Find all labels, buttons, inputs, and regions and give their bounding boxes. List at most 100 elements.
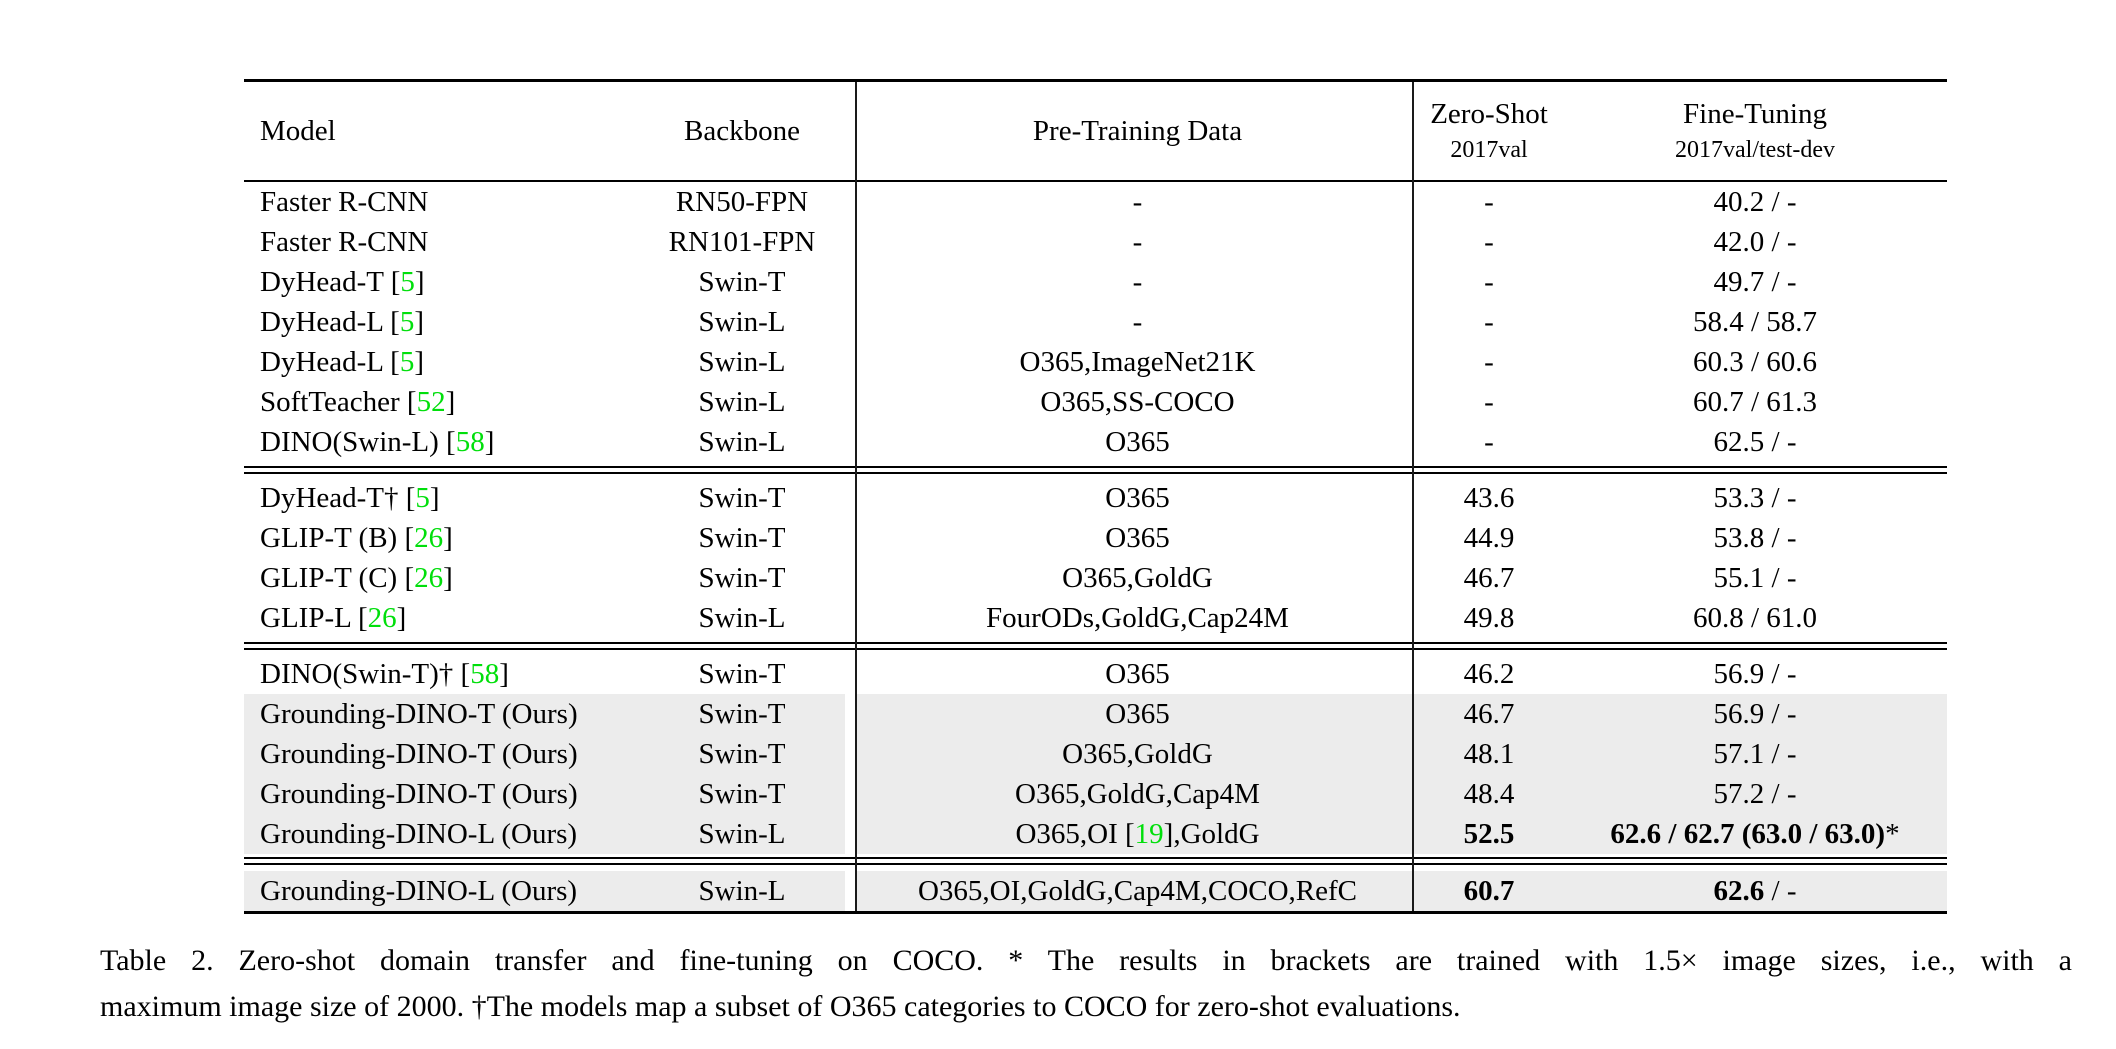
table-row: Faster R-CNN RN50-FPN - - 40.2 / -: [244, 182, 1947, 222]
pretrain-cell: O365: [860, 694, 1415, 734]
zeroshot-cell: -: [1484, 186, 1494, 218]
table-row: Faster R-CNN RN101-FPN - - 42.0 / -: [244, 222, 1947, 262]
table-section: Faster R-CNN RN50-FPN - - 40.2 / - Faster R-C…: [244, 182, 1947, 462]
table-body: Faster R-CNN RN50-FPN - - 40.2 / - Faster R-C…: [244, 182, 1947, 911]
table-row: Grounding-DINO-T (Ours) Swin-T O365,GoldG 4…: [244, 734, 1947, 774]
column-divider-pretrain-zeroshot: [1412, 82, 1414, 911]
pretrain-cell: O365: [1105, 522, 1170, 554]
table-row: GLIP-L [26] Swin-L FourODs,GoldG,Cap24M 49.…: [244, 598, 1947, 638]
backbone-cell: Swin-L: [698, 426, 786, 458]
caption-line-2: maximum image size of 2000. †The models …: [100, 990, 1461, 1023]
model-cell: Grounding-DINO-T (Ours): [244, 734, 624, 774]
table-row: DyHead-L [5] Swin-L - - 58.4 / 58.7: [244, 302, 1947, 342]
header-bottom-rule: [244, 180, 1947, 182]
citation-number: 5: [400, 266, 415, 298]
pretrain-cell: FourODs,GoldG,Cap24M: [986, 602, 1289, 634]
model-cell: Grounding-DINO-T (Ours): [244, 774, 624, 814]
pretrain-cell: -: [1132, 306, 1143, 338]
finetune-cell: 58.4 / 58.7: [1692, 306, 1818, 338]
pretrain-cell: O365,OI [19],GoldG: [860, 814, 1415, 854]
zeroshot-cell: 48.1: [1415, 734, 1563, 774]
model-cell: Grounding-DINO-L (Ours): [244, 814, 624, 854]
model-cell: GLIP-T (C) [26]: [260, 562, 453, 594]
backbone-cell: Swin-T: [698, 266, 786, 298]
table-section: Grounding-DINO-L (Ours) Swin-L O365,OI,Gol…: [244, 871, 1947, 911]
citation-number: 19: [1134, 818, 1164, 850]
model-cell: SoftTeacher [52]: [260, 386, 456, 418]
backbone-cell: Swin-T: [624, 774, 860, 814]
backbone-cell: Swin-T: [698, 482, 786, 514]
model-cell: GLIP-L [26]: [260, 602, 407, 634]
table-row: Grounding-DINO-T (Ours) Swin-T O365 46.7 56.…: [244, 694, 1947, 734]
zeroshot-cell: 52.5: [1415, 814, 1563, 854]
finetune-cell: 55.1 / -: [1713, 562, 1797, 594]
backbone-cell: Swin-L: [698, 602, 786, 634]
model-cell: DINO(Swin-L) [58]: [260, 426, 495, 458]
pretrain-cell: O365: [1105, 426, 1170, 458]
backbone-cell: Swin-L: [698, 386, 786, 418]
zeroshot-cell: -: [1484, 426, 1494, 458]
table-top-rule: [244, 79, 1947, 82]
backbone-cell: Swin-T: [698, 658, 786, 690]
pretrain-cell: O365,GoldG: [1062, 562, 1213, 594]
finetune-cell: 60.3 / 60.6: [1692, 346, 1818, 378]
finetune-cell: 53.3 / -: [1713, 482, 1797, 514]
table-bottom-rule: [244, 911, 1947, 914]
finetune-cell: 57.1 / -: [1563, 734, 1947, 774]
citation-number: 58: [470, 658, 500, 690]
citation-number: 26: [367, 602, 397, 634]
pretrain-cell: -: [1132, 266, 1143, 298]
backbone-cell: Swin-L: [698, 346, 786, 378]
finetune-cell: 62.5 / -: [1713, 426, 1797, 458]
zeroshot-cell: -: [1484, 386, 1494, 418]
header-finetune: Fine-Tuning 2017val/test-dev: [1563, 82, 1947, 180]
finetune-cell: 42.0 / -: [1713, 226, 1797, 258]
caption-line-1: Table 2. Zero-shot domain transfer and f…: [100, 944, 2072, 977]
backbone-cell: Swin-L: [698, 306, 786, 338]
pretrain-cell: O365: [1105, 482, 1170, 514]
table-row: SoftTeacher [52] Swin-L O365,SS-COCO - 60.7 …: [244, 382, 1947, 422]
backbone-cell: Swin-T: [698, 562, 786, 594]
finetune-cell: 60.7 / 61.3: [1692, 386, 1818, 418]
pretrain-cell: O365,SS-COCO: [1040, 386, 1235, 418]
citation-number: 5: [399, 306, 415, 338]
citation-number: 26: [414, 522, 444, 554]
finetune-cell: 56.9 / -: [1713, 658, 1797, 690]
header-model: Model: [260, 114, 336, 147]
citation-number: 52: [416, 386, 446, 418]
table-row: DyHead-T† [5] Swin-T O365 43.6 53.3 / -: [244, 478, 1947, 518]
finetune-cell: 49.7 / -: [1713, 266, 1797, 298]
backbone-cell: Swin-T: [624, 734, 860, 774]
header-backbone: Backbone: [684, 114, 800, 147]
zeroshot-cell: 60.7: [1415, 871, 1563, 911]
zeroshot-cell: 46.2: [1463, 658, 1515, 690]
header-zeroshot-sub: 2017val: [1450, 137, 1528, 164]
model-cell: Faster R-CNN: [260, 186, 429, 218]
zeroshot-cell: -: [1484, 266, 1494, 298]
header-pretrain: Pre-Training Data: [1032, 114, 1243, 147]
finetune-cell: 57.2 / -: [1563, 774, 1947, 814]
section-separator-rule: [244, 854, 1947, 871]
model-cell: Grounding-DINO-T (Ours): [244, 694, 624, 734]
table-row: Grounding-DINO-L (Ours) Swin-L O365,OI [19…: [244, 814, 1947, 854]
citation-number: 26: [414, 562, 444, 594]
zeroshot-cell: 46.7: [1463, 562, 1515, 594]
finetune-cell: 40.2 / -: [1713, 186, 1797, 218]
column-divider-backbone-pretrain: [855, 82, 857, 911]
model-cell: DyHead-L [5]: [260, 346, 425, 378]
backbone-cell: RN50-FPN: [675, 186, 809, 218]
model-cell: Faster R-CNN: [260, 226, 429, 258]
pretrain-cell: O365: [1105, 658, 1170, 690]
table-row: Grounding-DINO-L (Ours) Swin-L O365,OI,Gol…: [244, 871, 1947, 911]
finetune-cell: 53.8 / -: [1713, 522, 1797, 554]
zeroshot-cell: -: [1484, 306, 1494, 338]
zeroshot-cell: 49.8: [1463, 602, 1515, 634]
backbone-cell: Swin-T: [624, 694, 860, 734]
finetune-cell: 62.6 / 62.7 (63.0 / 63.0)*: [1563, 814, 1947, 854]
backbone-cell: Swin-L: [624, 871, 860, 911]
header-finetune-sub: 2017val/test-dev: [1675, 137, 1835, 164]
model-cell: DyHead-T [5]: [260, 266, 425, 298]
pretrain-cell: O365,ImageNet21K: [1019, 346, 1256, 378]
citation-number: 5: [399, 346, 415, 378]
table-row: DyHead-T [5] Swin-T - - 49.7 / -: [244, 262, 1947, 302]
